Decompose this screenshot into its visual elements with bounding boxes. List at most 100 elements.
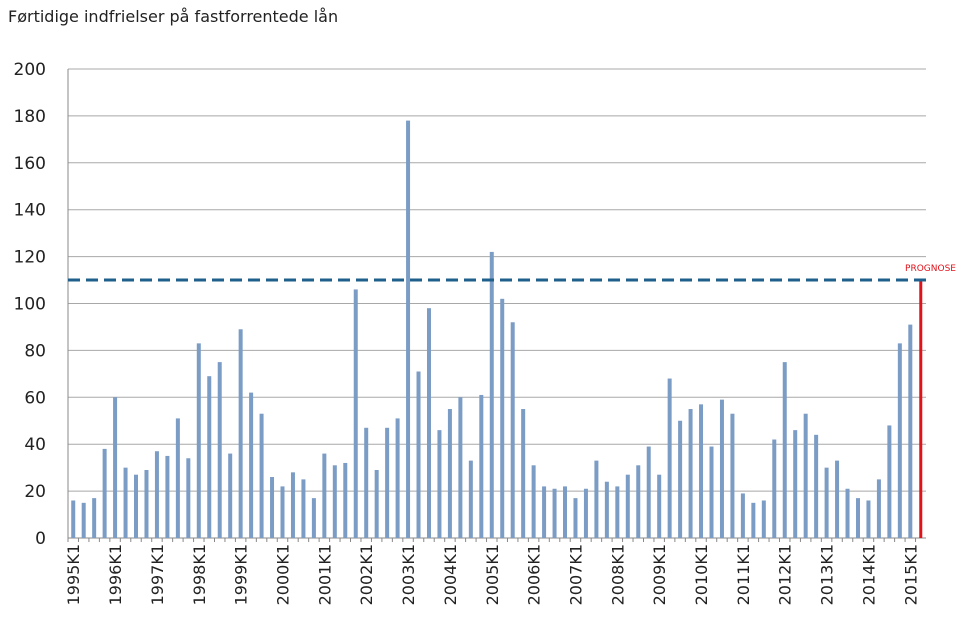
bar bbox=[238, 329, 243, 538]
bar bbox=[563, 486, 568, 538]
y-tick-label: 0 bbox=[35, 529, 46, 549]
bar bbox=[447, 409, 452, 538]
bar bbox=[594, 460, 599, 538]
bar bbox=[207, 376, 212, 538]
bar bbox=[615, 486, 620, 538]
bar bbox=[144, 469, 149, 538]
bar bbox=[573, 498, 578, 538]
bar bbox=[636, 465, 641, 538]
bar bbox=[322, 453, 327, 538]
x-tick-label: 2003K1 bbox=[399, 544, 418, 605]
x-tick-label: 2013K1 bbox=[818, 544, 837, 605]
x-tick-label: 2012K1 bbox=[776, 544, 795, 605]
x-tick-label: 2000K1 bbox=[274, 544, 293, 605]
bar bbox=[510, 322, 515, 538]
y-tick-label: 140 bbox=[14, 201, 46, 221]
bar bbox=[835, 460, 840, 538]
bar bbox=[646, 446, 651, 538]
bar bbox=[531, 465, 536, 538]
bar bbox=[165, 455, 170, 538]
y-tick-label: 100 bbox=[14, 295, 46, 315]
bar bbox=[583, 488, 588, 538]
y-tick-label: 120 bbox=[14, 248, 46, 268]
bar bbox=[772, 439, 777, 538]
x-tick-label: 1997K1 bbox=[148, 544, 167, 605]
bar bbox=[709, 446, 714, 538]
bar bbox=[897, 343, 902, 538]
bar bbox=[228, 453, 233, 538]
bar bbox=[699, 404, 704, 538]
bar bbox=[175, 418, 180, 538]
bar bbox=[719, 399, 724, 538]
y-tick-label: 60 bbox=[24, 388, 46, 408]
bar bbox=[542, 486, 547, 538]
bar bbox=[814, 434, 819, 538]
bar bbox=[196, 343, 201, 538]
x-tick-label: 1998K1 bbox=[190, 544, 209, 605]
bar bbox=[887, 425, 892, 538]
chart-title: Førtidige indfrielser på fastforrentede … bbox=[8, 7, 338, 26]
bar bbox=[259, 413, 264, 538]
bar bbox=[102, 448, 107, 538]
x-tick-label: 2014K1 bbox=[859, 544, 878, 605]
x-tick-label: 2007K1 bbox=[566, 544, 585, 605]
bar bbox=[416, 371, 421, 538]
bar bbox=[678, 420, 683, 538]
bar bbox=[803, 413, 808, 538]
y-tick-label: 200 bbox=[14, 60, 46, 80]
bar bbox=[343, 462, 348, 538]
bar bbox=[761, 500, 766, 538]
bar bbox=[657, 474, 662, 538]
x-tick-label: 2008K1 bbox=[608, 544, 627, 605]
x-tick-label: 2010K1 bbox=[692, 544, 711, 605]
bar bbox=[855, 498, 860, 538]
bar bbox=[521, 409, 526, 538]
bar bbox=[92, 498, 97, 538]
y-tick-label: 20 bbox=[24, 482, 46, 502]
bar bbox=[406, 120, 411, 538]
bar bbox=[249, 392, 254, 538]
bar bbox=[604, 481, 609, 538]
bar bbox=[437, 430, 442, 538]
bar bbox=[123, 467, 128, 538]
bar bbox=[385, 427, 390, 538]
bar bbox=[134, 474, 139, 538]
x-tick-label: 1995K1 bbox=[64, 544, 83, 605]
bar bbox=[667, 378, 672, 538]
bar bbox=[332, 465, 337, 538]
bar bbox=[364, 427, 369, 538]
bar bbox=[740, 493, 745, 538]
bar bbox=[876, 479, 881, 538]
y-tick-label: 40 bbox=[24, 435, 46, 455]
bar bbox=[845, 488, 850, 538]
bar bbox=[793, 430, 798, 538]
bar bbox=[290, 472, 295, 538]
bar bbox=[919, 280, 923, 538]
bar bbox=[552, 488, 557, 538]
x-tick-label: 2005K1 bbox=[483, 544, 502, 605]
bar bbox=[479, 394, 484, 538]
x-tick-label: 2015K1 bbox=[901, 544, 920, 605]
bar bbox=[217, 362, 222, 538]
bar bbox=[374, 469, 379, 538]
bar bbox=[625, 474, 630, 538]
bar bbox=[353, 289, 358, 538]
bar bbox=[426, 308, 431, 538]
reference-label: PROGNOSE bbox=[905, 264, 956, 274]
bar bbox=[751, 502, 756, 538]
x-tick-label: 2006K1 bbox=[525, 544, 544, 605]
bar bbox=[71, 500, 76, 538]
bar bbox=[311, 498, 316, 538]
bar bbox=[468, 460, 473, 538]
bar bbox=[500, 298, 505, 538]
x-tick-label: 1999K1 bbox=[232, 544, 251, 605]
bar bbox=[113, 397, 118, 538]
bar bbox=[395, 418, 400, 538]
x-tick-label: 2009K1 bbox=[650, 544, 669, 605]
bar bbox=[730, 413, 735, 538]
bar bbox=[270, 477, 275, 538]
x-tick-label: 2004K1 bbox=[441, 544, 460, 605]
bar bbox=[866, 500, 871, 538]
bar bbox=[301, 479, 306, 538]
